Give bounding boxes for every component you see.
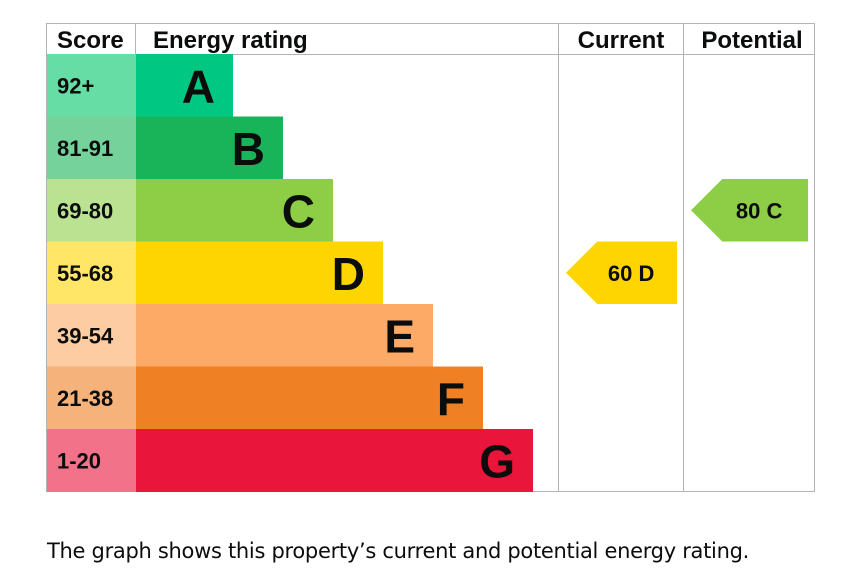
energy-rating-chart: Score Energy rating Current Potential 92… <box>46 23 815 492</box>
score-range-f: 21-38 <box>57 386 113 411</box>
score-range-c: 69-80 <box>57 198 113 223</box>
band-letter-g: G <box>479 435 515 487</box>
band-letter-c: C <box>282 185 315 237</box>
score-cell-a <box>47 54 136 117</box>
energy-rating-header: Energy rating <box>153 27 308 54</box>
score-header: Score <box>57 27 124 54</box>
chart-caption: The graph shows this property’s current … <box>47 539 749 563</box>
potential-rating-label: 80 C <box>736 198 783 223</box>
score-range-a: 92+ <box>57 73 94 98</box>
potential-rating-marker <box>691 179 808 242</box>
score-range-d: 55-68 <box>57 261 113 286</box>
score-cell-b <box>47 116 136 180</box>
score-cell-f <box>47 366 136 430</box>
score-range-g: 1-20 <box>57 448 101 473</box>
score-cell-c <box>47 179 136 242</box>
score-range-e: 39-54 <box>57 323 114 348</box>
current-rating-label: 60 D <box>608 261 654 286</box>
band-bar-b <box>136 116 283 180</box>
score-range-b: 81-91 <box>57 136 113 161</box>
score-cell-e <box>47 304 136 367</box>
band-bar-f <box>136 366 483 430</box>
score-cell-g <box>47 429 136 492</box>
score-cell-d <box>47 241 136 305</box>
band-letter-e: E <box>384 310 415 362</box>
band-bar-d <box>136 241 383 305</box>
band-letter-b: B <box>232 123 265 175</box>
rating-bands: 92+ A 81-91 B 69-80 C 55-68 D 39-54 E 21-38 F 1-20 G <box>47 54 533 492</box>
band-bar-g <box>136 429 533 492</box>
band-bar-e <box>136 304 433 367</box>
column-headers: Score Energy rating Current Potential <box>57 27 803 54</box>
rating-markers: 60 D 80 C <box>566 179 808 304</box>
current-rating-marker <box>566 241 677 304</box>
current-header: Current <box>578 27 665 54</box>
band-letter-f: F <box>437 373 465 425</box>
band-bar-a <box>136 54 233 117</box>
band-bar-c <box>136 179 333 242</box>
band-letter-d: D <box>332 248 365 300</box>
band-letter-a: A <box>182 60 215 112</box>
potential-header: Potential <box>701 27 802 54</box>
